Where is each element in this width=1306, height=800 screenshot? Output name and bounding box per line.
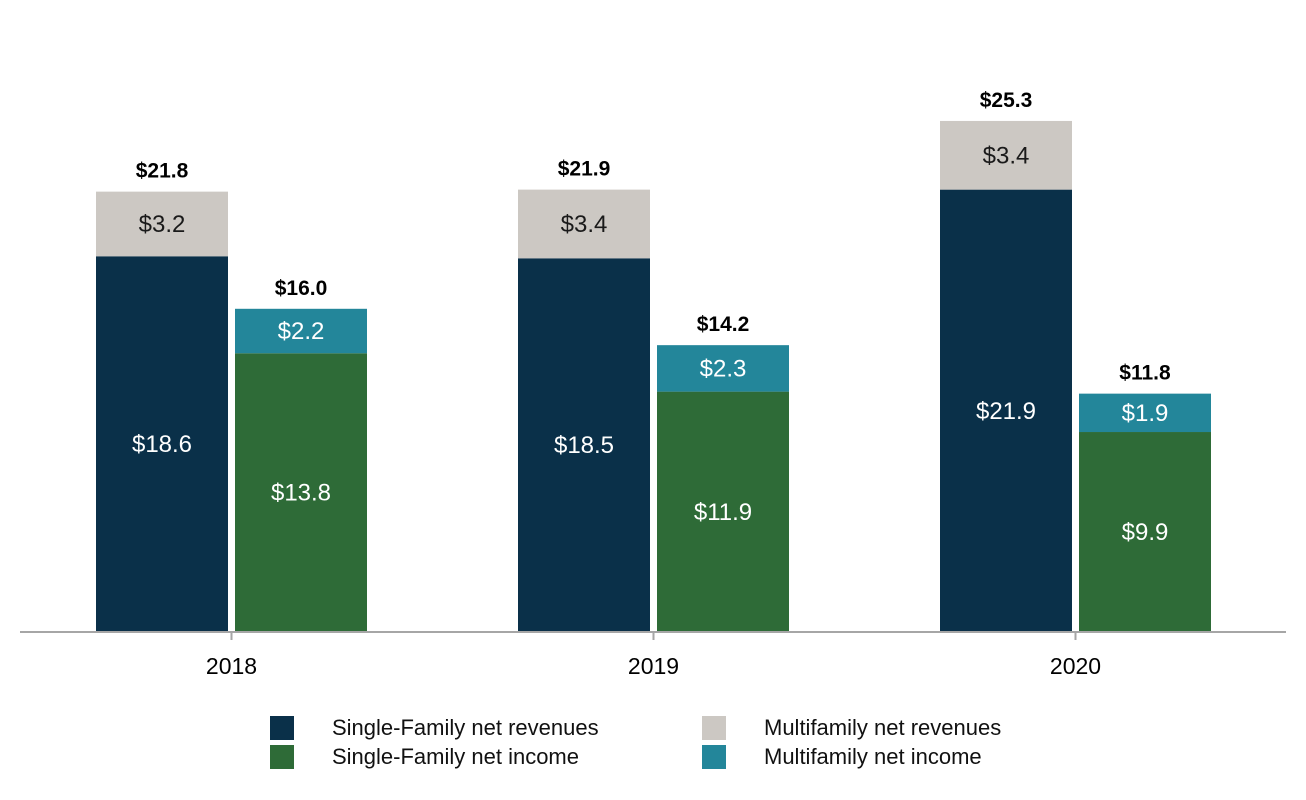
bar-2019-income-single-family-bar — [657, 391, 789, 632]
bar-2020-revenues-single-family-bar — [940, 189, 1072, 632]
legend-label-single-family-revenues: Single-Family net revenues — [332, 715, 599, 740]
legend-label-multifamily-income: Multifamily net income — [764, 744, 982, 769]
legend: Single-Family net revenues Multifamily n… — [270, 714, 1070, 774]
legend-label-single-family-income: Single-Family net income — [332, 744, 579, 769]
legend-label-multifamily-revenues: Multifamily net revenues — [764, 715, 1002, 740]
bar-2019-revenues-single-family-value-label: $18.5 — [554, 432, 614, 459]
bar-2018-income-multifamily-value-label: $2.2 — [278, 318, 325, 345]
legend-item-multifamily-income: Multifamily net income — [702, 743, 982, 771]
bar-2019-income-total-label: $14.2 — [697, 313, 750, 336]
legend-swatch-multifamily-revenues — [702, 716, 726, 740]
bar-2020-income-multifamily-value-label: $1.9 — [1122, 400, 1169, 427]
bar-2018-income-single-family-bar — [235, 353, 367, 632]
bar-2018-income-multifamily-bar — [235, 308, 367, 354]
bar-2019-revenues-single-family-bar — [518, 258, 650, 632]
bar-2019-income-multifamily-bar — [657, 345, 789, 392]
legend-swatch-single-family-income — [270, 745, 294, 769]
bar-2019-income-single-family-value-label: $11.9 — [694, 499, 752, 526]
bar-chart: $18.6 $3.2 $21.8 $13.8 $2.2 $16.0 2018 $18.5 $3.… — [20, 89, 1286, 679]
bar-2019-revenues-total-label: $21.9 — [558, 158, 611, 181]
legend-swatch-single-family-revenues — [270, 716, 294, 740]
bar-2020-income-total-label: $11.8 — [1119, 362, 1171, 385]
bar-2018-revenues-total-label: $21.8 — [136, 160, 189, 183]
bar-2018-revenues-multifamily-bar — [96, 191, 228, 257]
x-tick-label-2018: 2018 — [206, 653, 257, 679]
bar-2020-revenues-total-label: $25.3 — [980, 89, 1033, 112]
bar-2020-revenues-multifamily-value-label: $3.4 — [983, 142, 1030, 169]
bar-2019-revenues-multifamily-value-label: $3.4 — [561, 211, 608, 238]
bar-2019-income-multifamily-value-label: $2.3 — [700, 355, 747, 382]
bar-2018-revenues-single-family-bar — [96, 256, 228, 632]
legend-item-multifamily-revenues: Multifamily net revenues — [702, 714, 1001, 742]
bar-2020-revenues-single-family-value-label: $21.9 — [976, 398, 1036, 425]
bar-2020-income-single-family-value-label: $9.9 — [1122, 519, 1169, 546]
x-tick-label-2020: 2020 — [1050, 653, 1101, 679]
x-tick-label-2019: 2019 — [628, 653, 679, 679]
bar-2020-revenues-multifamily-bar — [940, 120, 1072, 190]
bar-2018-income-total-label: $16.0 — [275, 277, 328, 300]
bar-2020-income-multifamily-bar — [1079, 393, 1211, 433]
bar-2018-revenues-single-family-value-label: $18.6 — [132, 431, 192, 458]
legend-item-single-family-income: Single-Family net income — [270, 743, 579, 771]
bar-2020-income-single-family-bar — [1079, 432, 1211, 632]
bar-2019-revenues-multifamily-bar — [518, 189, 650, 259]
legend-swatch-multifamily-income — [702, 745, 726, 769]
bar-2018-revenues-multifamily-value-label: $3.2 — [139, 211, 186, 238]
legend-item-single-family-revenues: Single-Family net revenues — [270, 714, 599, 742]
bar-2018-income-single-family-value-label: $13.8 — [271, 480, 331, 507]
